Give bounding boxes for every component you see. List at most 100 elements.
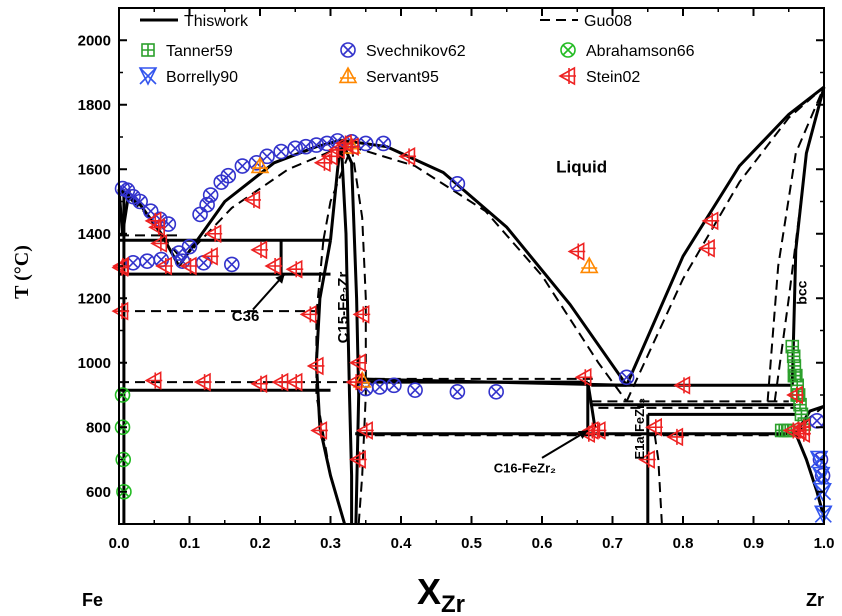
legend-label-guo08: Guo08 <box>584 13 632 30</box>
data-point-stein02 <box>701 211 720 231</box>
thiswork-boundary <box>339 140 354 524</box>
annotation-bcc: bcc <box>793 280 809 304</box>
data-point-svechnikov62 <box>220 167 237 184</box>
y-tick-label: 600 <box>86 484 111 501</box>
data-point-svechnikov62 <box>181 238 198 255</box>
data-point-stein02 <box>567 242 586 261</box>
data-point-svechnikov62 <box>488 383 504 400</box>
phase-boundary-lines <box>117 85 826 525</box>
annotation-liquid: Liquid <box>556 157 607 176</box>
legend-marker-svechnikov62 <box>340 42 356 58</box>
legend-label-svechnikov62: Svechnikov62 <box>366 43 466 60</box>
x-axis-title-sub: Zr <box>441 591 465 616</box>
c16-arrow-head <box>577 430 588 439</box>
data-point-svechnikov62 <box>273 143 289 160</box>
data-point-stein02 <box>398 146 417 166</box>
thiswork-boundary <box>177 138 342 267</box>
x-tick-label: 0.6 <box>532 535 553 552</box>
data-point-stein02 <box>144 371 163 390</box>
y-tick-label: 1600 <box>78 161 111 178</box>
data-point-stein02 <box>148 217 166 237</box>
data-point-stein02 <box>111 301 130 321</box>
data-point-stein02 <box>352 305 371 324</box>
guo08-boundary <box>315 240 346 525</box>
data-point-svechnikov62 <box>192 206 208 223</box>
y-tick-labels: 600 800 1000 1200 1400 1600 1800 2000 <box>78 32 111 501</box>
data-point-stein02 <box>250 374 268 394</box>
data-point-stein02 <box>193 372 212 392</box>
data-point-stein02 <box>264 256 283 276</box>
data-point-tanner59 <box>787 368 802 383</box>
x-axis-title-main: X <box>417 571 441 612</box>
thiswork-boundary <box>339 139 361 525</box>
thiswork-boundary <box>794 433 826 518</box>
data-point-stein02 <box>310 421 328 440</box>
y-axis-title: T (°C) <box>11 245 33 299</box>
guo08-boundary <box>766 86 825 402</box>
legend-label-stein02: Stein02 <box>586 69 640 86</box>
data-point-stein02 <box>666 427 684 447</box>
x-axis-title: XZr <box>417 571 465 616</box>
y-tick-label: 2000 <box>78 32 111 49</box>
guo08-boundary <box>351 145 628 402</box>
data-point-svechnikov62 <box>202 187 219 203</box>
data-point-stein02 <box>698 238 716 258</box>
data-point-svechnikov62 <box>259 148 275 165</box>
data-point-svechnikov62 <box>224 256 240 273</box>
data-point-stein02 <box>782 421 801 440</box>
annotation-c15-fe-zr: C15-Fe₂Zr <box>335 272 352 344</box>
x-tick-label: 0.3 <box>320 535 341 552</box>
fe-end-label: Fe <box>82 590 103 610</box>
data-point-svechnikov62 <box>449 383 466 400</box>
axis-ticks <box>118 7 825 525</box>
legend-marker-abrahamson66 <box>560 42 576 58</box>
data-point-svechnikov62 <box>199 196 215 213</box>
thiswork-boundary <box>625 85 825 386</box>
annotation-c36: C36 <box>232 308 260 325</box>
legend-label-tanner59: Tanner59 <box>166 43 233 60</box>
data-point-stein02 <box>645 417 663 437</box>
y-tick-label: 800 <box>86 419 111 436</box>
x-tick-label: 0.8 <box>673 535 694 552</box>
x-tick-labels: 0.0 0.1 0.2 0.3 0.4 0.5 0.6 0.7 0.8 0.9 1.0 <box>109 535 835 552</box>
data-point-stein02 <box>179 256 198 276</box>
data-point-stein02 <box>299 305 318 324</box>
y-tick-label: 1200 <box>78 290 111 307</box>
c36-arrow-head <box>275 274 285 284</box>
legend-label-thiswork: Thiswork <box>184 13 249 30</box>
data-point-stein02 <box>638 450 656 469</box>
data-point-stein02 <box>150 234 168 253</box>
x-tick-label: 0.9 <box>743 535 764 552</box>
annotation-arrows <box>252 273 589 459</box>
legend-marker-borrelly90 <box>138 67 158 86</box>
zr-end-label: Zr <box>806 590 824 610</box>
data-point-borrelly90 <box>811 466 831 486</box>
data-point-svechnikov62 <box>809 412 825 429</box>
data-point-svechnikov62 <box>132 193 148 210</box>
y-tick-label: 1800 <box>78 97 111 114</box>
guo08-boundary <box>625 86 825 402</box>
data-point-svechnikov62 <box>407 382 423 398</box>
chart-legend: Thiswork Guo08 Tanner59 Svechnikov62 Abraham… <box>124 12 695 86</box>
data-point-stein02 <box>306 356 325 376</box>
y-tick-label: 1400 <box>78 226 111 243</box>
data-point-svechnikov62 <box>386 377 402 394</box>
data-point-stein02 <box>201 246 219 266</box>
legend-marker-servant95 <box>338 66 358 84</box>
data-point-svechnikov62 <box>449 175 466 192</box>
legend-label-borrelly90: Borrelly90 <box>166 69 238 86</box>
data-point-svechnikov62 <box>375 135 392 152</box>
data-point-stein02 <box>793 417 811 437</box>
data-point-stein02 <box>356 421 374 440</box>
x-tick-label: 0.0 <box>109 535 130 552</box>
data-point-stein02 <box>786 385 804 405</box>
guo08-boundary <box>653 435 663 525</box>
x-tick-label: 0.4 <box>391 535 413 552</box>
annotation-e1a-fezr-: E1a-FeZr₃ <box>632 398 647 460</box>
data-point-stein02 <box>574 367 593 387</box>
data-point-stein02 <box>285 259 304 279</box>
data-point-servant95 <box>250 156 270 174</box>
data-point-stein02 <box>588 421 607 440</box>
legend-label-servant95: Servant95 <box>366 69 439 86</box>
